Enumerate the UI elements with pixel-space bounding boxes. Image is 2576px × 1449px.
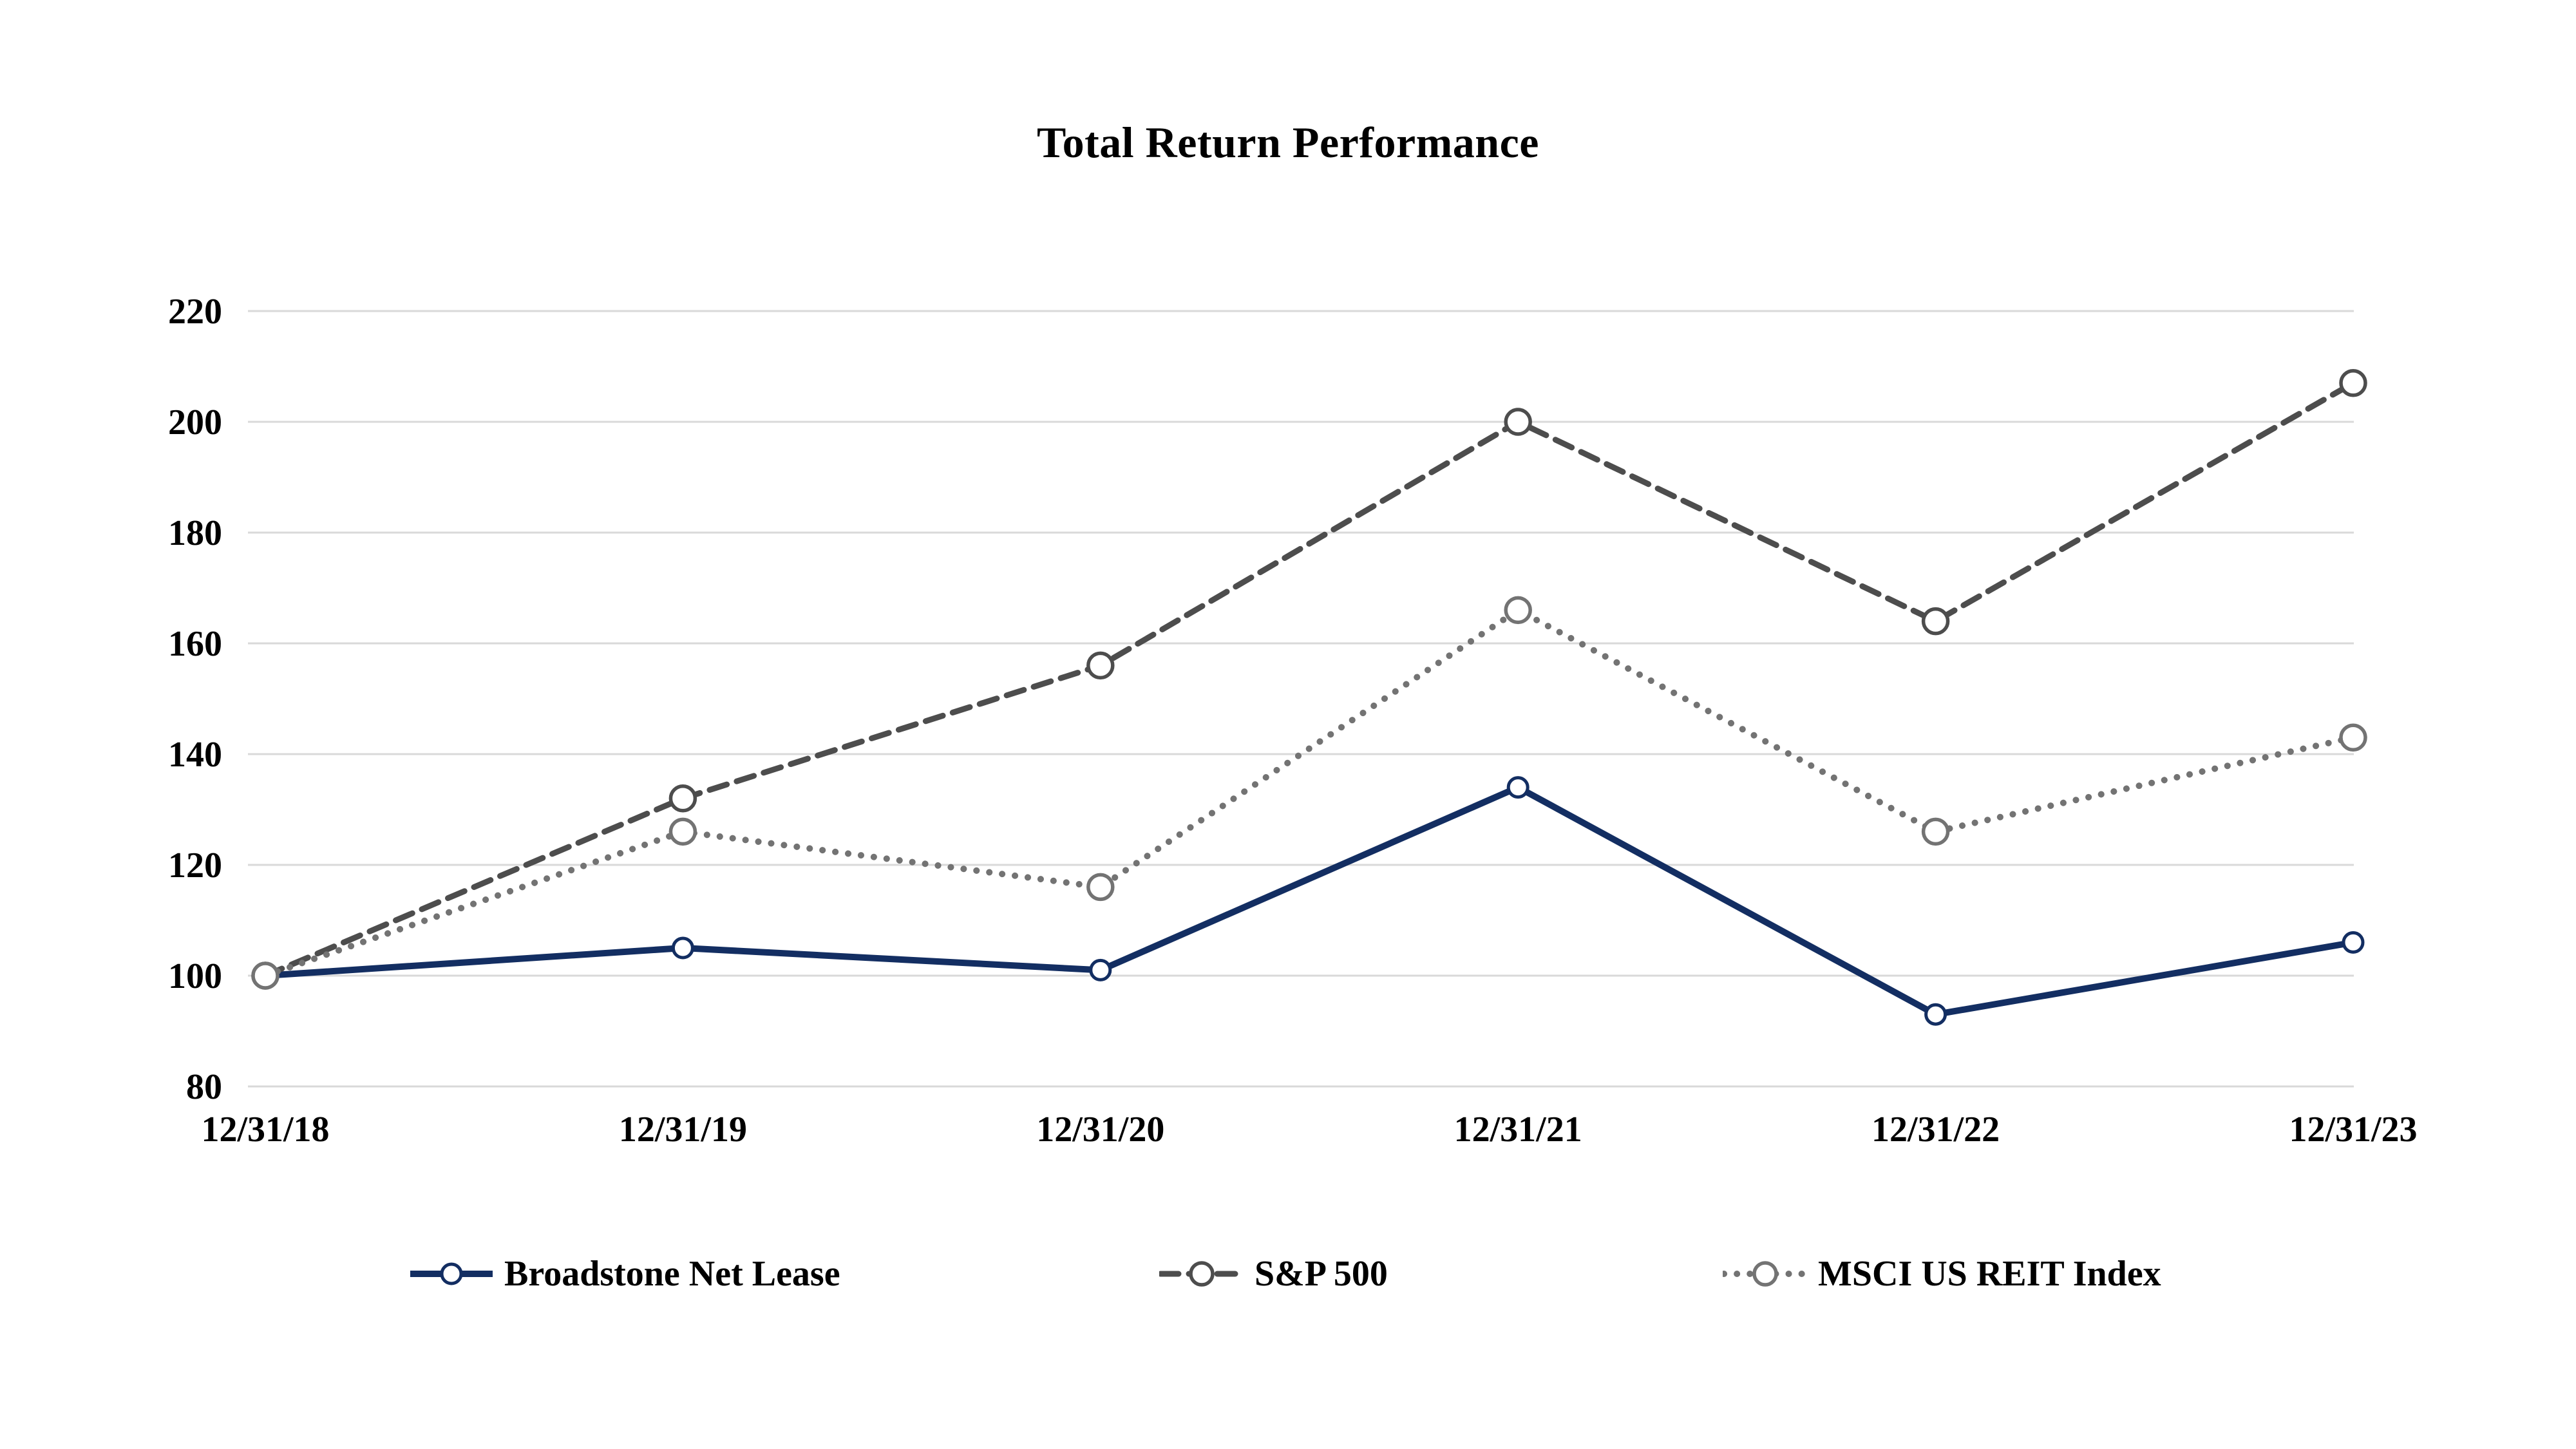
data-point-msci-us-reit-index (668, 817, 697, 846)
dashed-line-circle-marker-icon (1159, 1255, 1244, 1293)
data-point-sp-500 (668, 784, 697, 813)
data-point-msci-us-reit-index (1921, 817, 1950, 846)
data-point-broadstone-net-lease (2342, 931, 2365, 954)
series-line-sp-500 (262, 380, 2356, 979)
data-point-broadstone-net-lease (1089, 958, 1112, 981)
x-tick-label: 12/31/22 (1871, 1110, 2000, 1150)
chart-legend: Broadstone Net Lease S&P 500 MSCI US REI… (0, 1251, 2576, 1297)
data-point-msci-us-reit-index (1504, 596, 1532, 625)
y-tick-label: 160 (168, 624, 222, 664)
series-line-broadstone-net-lease (265, 784, 2354, 1018)
data-point-broadstone-net-lease (1924, 1003, 1947, 1026)
data-point-msci-us-reit-index (1086, 873, 1115, 902)
y-tick-label: 120 (168, 846, 222, 886)
legend-item-msci-us-reit-index: MSCI US REIT Index (1723, 1251, 2161, 1297)
legend-label: Broadstone Net Lease (504, 1254, 840, 1294)
series-line-msci-us-reit-index (262, 607, 2356, 979)
legend-item-sp-500: S&P 500 (1159, 1251, 1388, 1297)
data-point-broadstone-net-lease (1506, 776, 1530, 799)
y-tick-label: 140 (168, 735, 222, 775)
x-tick-label: 12/31/21 (1454, 1110, 1582, 1150)
chart-title: Total Return Performance (1037, 118, 1539, 167)
data-point-sp-500 (1086, 651, 1115, 680)
legend-item-broadstone-net-lease: Broadstone Net Lease (409, 1251, 840, 1297)
y-tick-label: 200 (168, 402, 222, 442)
y-tick-label: 80 (186, 1067, 222, 1107)
data-point-msci-us-reit-index (2339, 723, 2367, 752)
data-point-sp-500 (1504, 408, 1532, 436)
x-tick-label: 12/31/19 (619, 1110, 747, 1150)
x-tick-label: 12/31/23 (2289, 1110, 2417, 1150)
dotted-line-circle-marker-icon (1723, 1255, 1808, 1293)
data-point-sp-500 (2339, 369, 2367, 397)
x-tick-label: 12/31/18 (201, 1110, 329, 1150)
data-point-msci-us-reit-index (251, 961, 279, 990)
data-point-broadstone-net-lease (671, 936, 694, 960)
y-tick-label: 100 (168, 956, 222, 996)
legend-label: S&P 500 (1255, 1254, 1388, 1294)
x-tick-label: 12/31/20 (1036, 1110, 1164, 1150)
legend-label: MSCI US REIT Index (1818, 1254, 2161, 1294)
solid-line-circle-marker-icon (409, 1255, 494, 1293)
data-point-sp-500 (1921, 607, 1950, 636)
y-tick-label: 180 (168, 513, 222, 553)
y-tick-label: 220 (168, 292, 222, 332)
